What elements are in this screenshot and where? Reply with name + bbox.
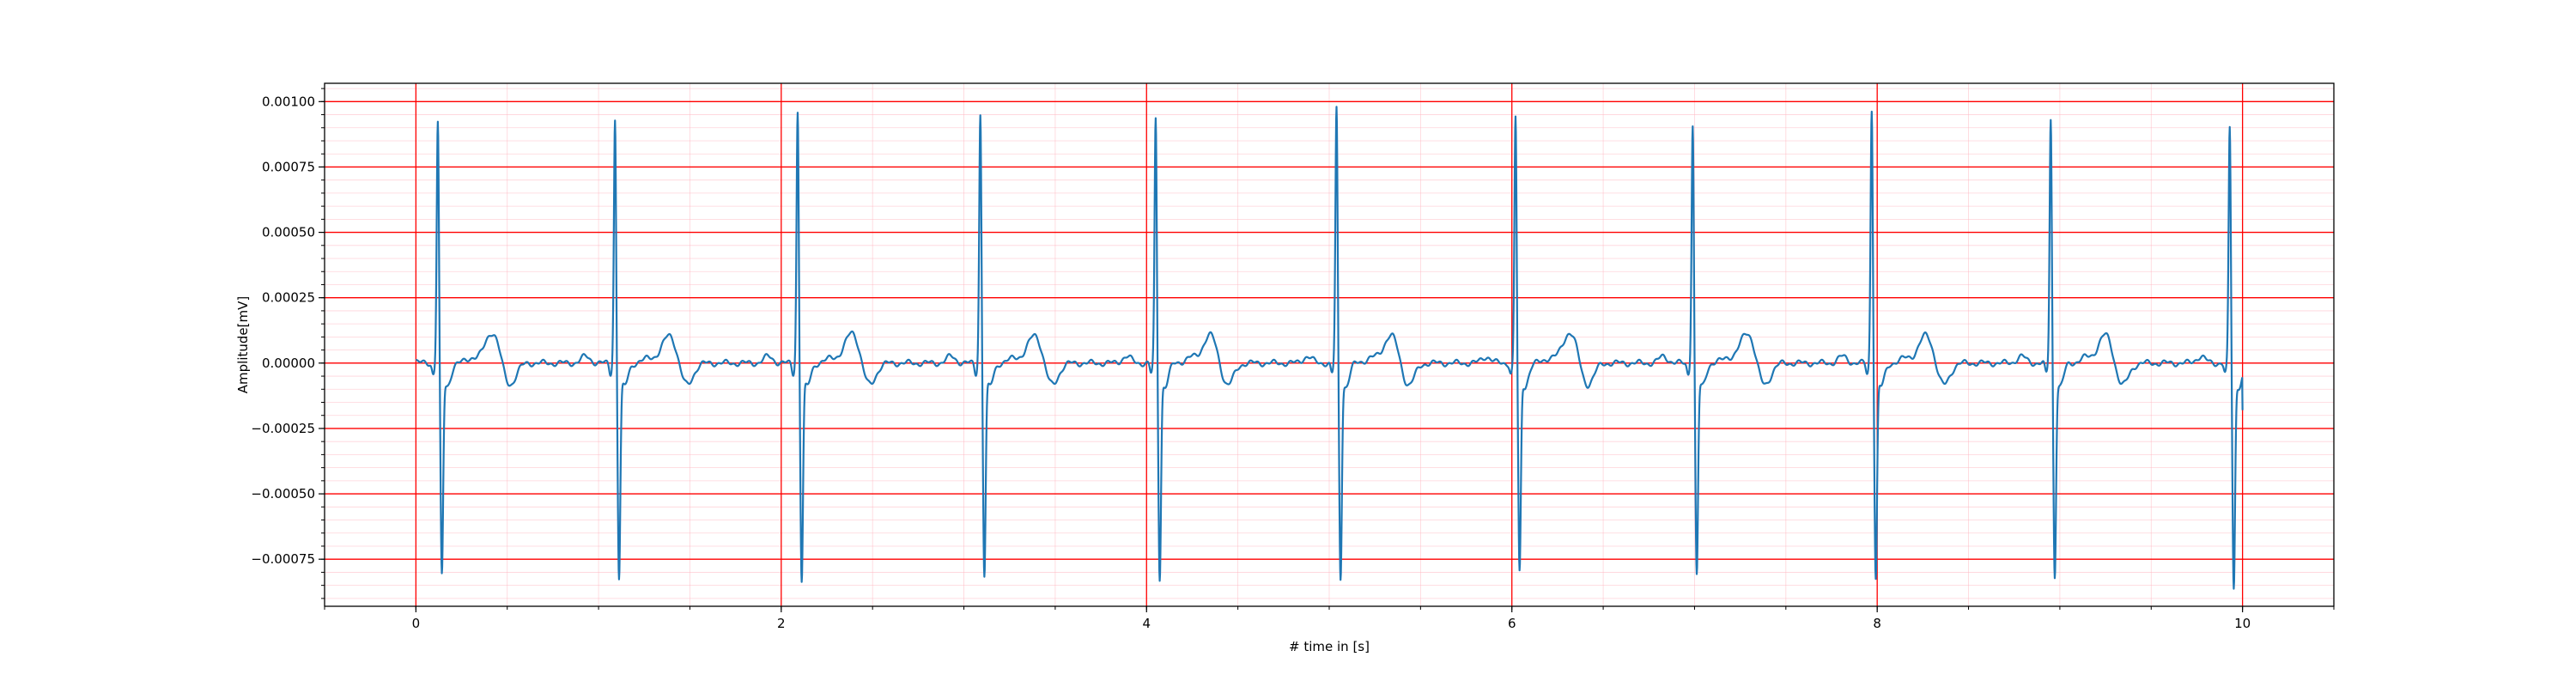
x-tick-label: 0 [412, 616, 421, 631]
x-tick-label: 4 [1142, 616, 1151, 631]
y-axis-label: Amplitude[mV] [235, 296, 251, 393]
x-tick-label: 10 [2234, 616, 2251, 631]
x-axis-ticks: 0 2 4 6 8 10 [324, 606, 2335, 631]
x-tick-label: 6 [1508, 616, 1516, 631]
x-tick-label: 8 [1873, 616, 1881, 631]
y-tick-label: 0.00025 [262, 290, 315, 306]
y-tick-label: −0.00075 [251, 551, 315, 567]
y-tick-label: 0.00100 [262, 94, 315, 109]
series-layer [415, 106, 2244, 590]
ecg-series-line [415, 106, 2244, 590]
x-tick-label: 2 [777, 616, 786, 631]
x-axis-label: # time in [s] [1289, 639, 1370, 654]
y-axis-ticks: 0.00100 0.00075 0.00050 0.00025 0.00000 −0.00… [251, 88, 325, 599]
y-tick-label: −0.00025 [251, 421, 315, 436]
y-tick-label: 0.00000 [262, 356, 315, 371]
y-tick-label: 0.00050 [262, 225, 315, 240]
y-tick-label: −0.00050 [251, 486, 315, 502]
y-tick-label: 0.00075 [262, 159, 315, 174]
